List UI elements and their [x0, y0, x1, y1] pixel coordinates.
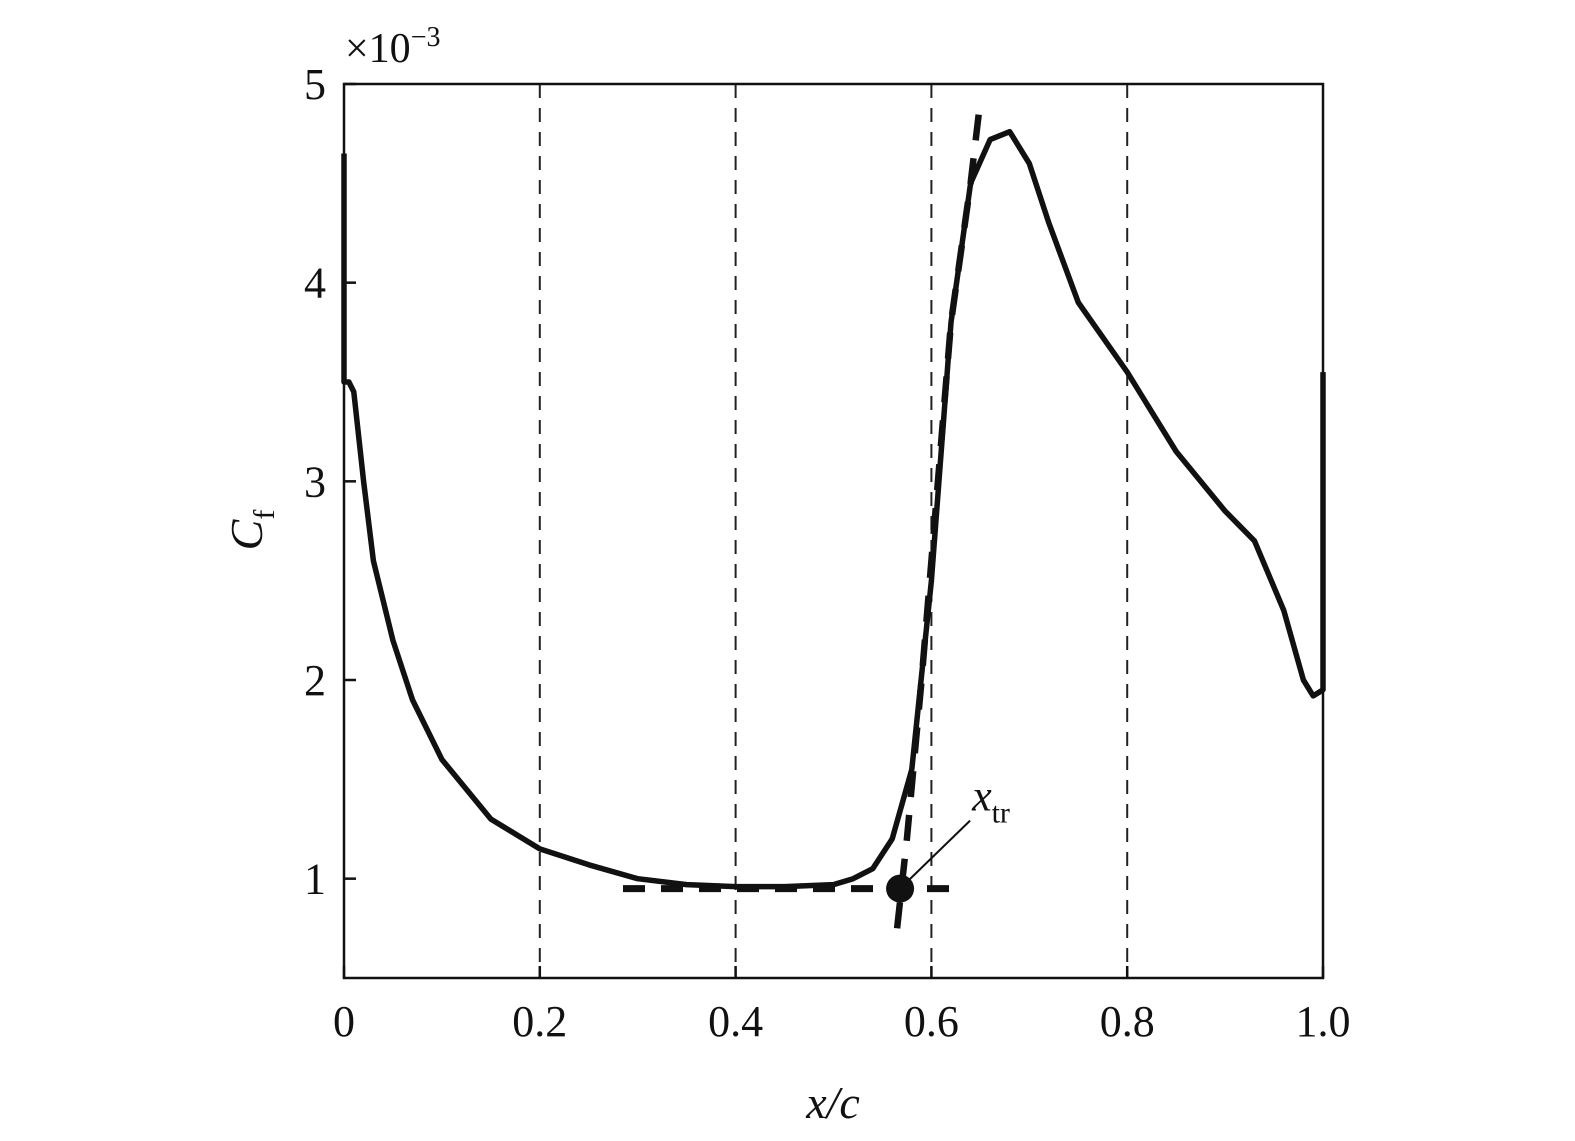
x-tick-label-0: 0: [333, 997, 355, 1046]
annotation-leader-0: [899, 819, 971, 890]
axis-ticks: 0 0.2 0.4 0.6 0.8 1.0 1 2 3 4 5: [304, 60, 1351, 1046]
annotation-label-main: x: [971, 772, 992, 821]
y-tick-label-3: 4: [304, 259, 326, 308]
series-line-2: [893, 99, 984, 929]
x-tick-label-5: 1.0: [1296, 997, 1351, 1046]
annotation-label-0: xtr: [971, 772, 1010, 830]
transition-annotation: xtr: [886, 772, 1010, 903]
annotation-label-subscript: tr: [992, 797, 1010, 830]
series-layer: [341, 99, 1326, 929]
y-tick-label-1: 2: [304, 656, 326, 705]
y-tick-label-0: 1: [304, 855, 326, 904]
x-axis-title: x/c: [805, 1077, 860, 1128]
x-tick-label-4: 0.8: [1100, 997, 1155, 1046]
grid-lines: [538, 84, 1129, 978]
y-axis-title-subscript: f: [248, 510, 281, 520]
plot-frame: [342, 82, 1325, 980]
y-multiplier-exponent: −3: [411, 22, 441, 53]
x-tick-label-1: 0.2: [512, 997, 567, 1046]
y-tick-label-2: 3: [304, 457, 326, 506]
series-line-0: [341, 128, 1326, 890]
y-multiplier-label: ×10−3: [345, 22, 440, 72]
x-tick-label-2: 0.4: [708, 997, 763, 1046]
y-axis-title: Cf: [221, 510, 281, 551]
annotation-point-0: [886, 874, 915, 903]
y-tick-label-4: 5: [304, 60, 326, 109]
x-tick-label-3: 0.6: [904, 997, 959, 1046]
